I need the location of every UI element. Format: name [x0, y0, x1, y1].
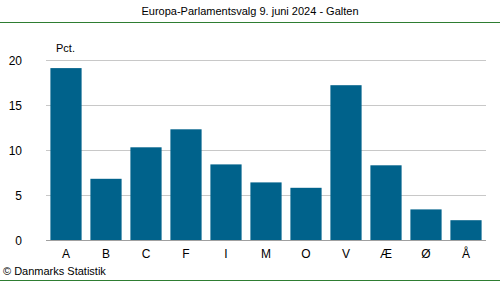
y-tick-label: 0	[15, 234, 22, 248]
x-tick-label: V	[342, 247, 350, 261]
frame-line	[0, 280, 500, 281]
y-label: Pct.	[56, 42, 75, 54]
chart-svg: Europa-Parlamentsvalg 9. juni 2024 - Gal…	[0, 0, 500, 282]
x-tick-label: B	[102, 247, 110, 261]
bar	[170, 129, 201, 240]
x-axis	[46, 240, 486, 241]
grid-line	[46, 240, 486, 241]
bar	[330, 85, 361, 240]
x-tick-label: Æ	[380, 247, 392, 261]
bar	[450, 220, 481, 240]
x-tick-label: A	[62, 247, 70, 261]
title: Europa-Parlamentsvalg 9. juni 2024 - Gal…	[141, 5, 358, 17]
y-tick-label: 20	[9, 54, 23, 68]
x-tick-label: Ø	[421, 247, 430, 261]
y-tick-label: 10	[9, 144, 23, 158]
x-tick-label: Å	[462, 246, 470, 261]
x-tick-label: F	[182, 247, 189, 261]
bar	[250, 182, 281, 240]
y-tick-label: 5	[15, 189, 22, 203]
bar	[210, 164, 241, 240]
frame-line	[0, 22, 500, 23]
bar	[50, 68, 81, 240]
x-tick-label: I	[224, 247, 227, 261]
bars	[50, 68, 481, 240]
bar	[410, 209, 441, 240]
bar	[290, 188, 321, 240]
bar	[90, 179, 121, 240]
source: © Danmarks Statistik	[3, 265, 106, 277]
bar	[370, 165, 401, 240]
grid-line	[46, 150, 486, 151]
x-tick-label: C	[142, 247, 151, 261]
grid-line	[46, 105, 486, 106]
grid-line	[46, 60, 486, 61]
y-tick-label: 15	[9, 99, 23, 113]
bar	[130, 147, 161, 240]
x-tick-label: O	[301, 247, 310, 261]
x-tick-label: M	[261, 247, 271, 261]
